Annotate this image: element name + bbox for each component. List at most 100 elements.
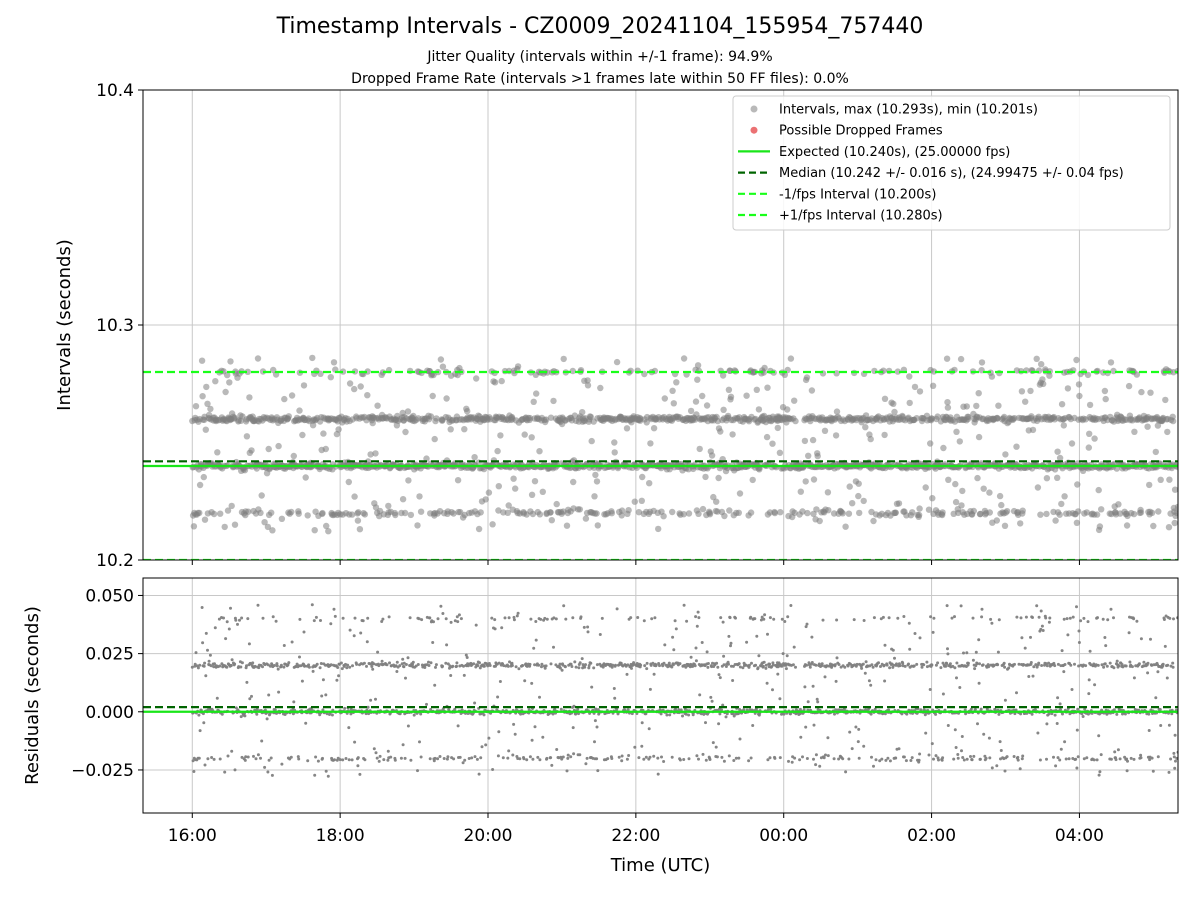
residual-point	[697, 757, 700, 761]
residual-point	[403, 756, 407, 760]
residual-point	[416, 663, 420, 666]
residual-point	[418, 740, 421, 744]
residual-point	[573, 660, 577, 664]
residual-point	[934, 663, 938, 667]
residual-point	[598, 633, 602, 636]
residual-point	[363, 758, 367, 762]
residual-point	[1116, 748, 1120, 752]
residual-point	[1083, 707, 1087, 711]
residual-point	[196, 666, 200, 670]
residual-point	[749, 615, 753, 619]
interval-point	[685, 510, 693, 517]
interval-point	[531, 478, 539, 485]
residuals-area	[143, 578, 1178, 813]
interval-point	[1171, 486, 1178, 493]
residual-point	[256, 603, 260, 607]
residual-point	[625, 672, 629, 676]
residual-point	[493, 627, 497, 631]
residual-point	[1064, 757, 1068, 761]
interval-point	[824, 489, 832, 496]
residual-point	[701, 752, 705, 756]
interval-point	[613, 358, 621, 366]
residual-point	[617, 755, 621, 759]
interval-point	[755, 406, 763, 413]
interval-point	[952, 480, 959, 488]
residual-point	[613, 696, 617, 700]
residual-point	[909, 759, 913, 762]
residual-point	[498, 680, 502, 683]
residual-point	[768, 662, 772, 666]
interval-point	[258, 492, 265, 499]
residual-point	[718, 712, 722, 716]
residual-point	[987, 736, 991, 740]
interval-point	[356, 526, 364, 533]
interval-point	[692, 398, 700, 405]
residual-point	[347, 758, 351, 762]
residual-point	[879, 665, 882, 668]
residual-point	[753, 617, 757, 621]
residual-point	[1156, 670, 1160, 674]
residual-point	[1163, 644, 1167, 648]
residual-point	[778, 697, 782, 701]
residual-point	[734, 616, 737, 620]
interval-point	[385, 502, 392, 510]
residual-point	[1169, 757, 1173, 761]
interval-point	[774, 424, 781, 432]
interval-point	[650, 425, 658, 432]
residual-point	[761, 664, 765, 668]
residual-point	[203, 763, 207, 767]
interval-point	[787, 355, 795, 362]
residual-point	[595, 757, 599, 761]
interval-point	[320, 430, 327, 437]
residual-point	[698, 693, 702, 697]
residual-point	[382, 758, 386, 762]
interval-point	[881, 431, 888, 439]
interval-point	[281, 395, 288, 403]
residual-point	[512, 722, 516, 726]
residual-point	[833, 663, 837, 667]
interval-point	[450, 510, 457, 517]
residual-point	[766, 632, 769, 636]
residual-point	[464, 653, 468, 657]
residual-point	[473, 701, 477, 705]
interval-point	[792, 417, 799, 425]
residual-point	[645, 667, 649, 671]
interval-point	[547, 414, 555, 421]
residual-point	[913, 632, 917, 635]
residual-point	[273, 708, 277, 712]
interval-point	[367, 451, 374, 458]
residual-point	[1005, 755, 1009, 759]
interval-point	[299, 431, 306, 439]
x-tick-label: 00:00	[759, 826, 808, 846]
residual-point	[564, 617, 568, 621]
interval-point	[695, 510, 702, 517]
residual-point	[427, 664, 431, 667]
legend-entry: Intervals, max (10.293s), min (10.201s)	[779, 103, 1038, 118]
residual-point	[953, 666, 957, 670]
residual-point	[1003, 698, 1007, 702]
residual-point	[1123, 755, 1127, 759]
residual-point	[217, 617, 221, 621]
residual-point	[724, 665, 728, 668]
residual-point	[479, 756, 483, 760]
residual-point	[1172, 617, 1175, 621]
residual-point	[202, 664, 206, 668]
residual-point	[651, 661, 655, 665]
residual-point	[955, 661, 959, 665]
residual-point	[344, 757, 348, 760]
interval-point	[974, 474, 981, 482]
interval-point	[529, 510, 537, 518]
residual-point	[571, 726, 575, 730]
residual-point	[353, 740, 357, 744]
residual-point	[871, 665, 875, 669]
residual-point	[320, 694, 324, 698]
residual-point	[572, 752, 576, 756]
residual-point	[377, 759, 381, 763]
residual-point	[1142, 660, 1146, 664]
residual-point	[1071, 615, 1075, 619]
interval-point	[680, 511, 687, 518]
interval-point	[970, 507, 977, 515]
interval-point	[986, 509, 993, 516]
residual-point	[500, 626, 504, 630]
residual-point	[1118, 757, 1122, 761]
